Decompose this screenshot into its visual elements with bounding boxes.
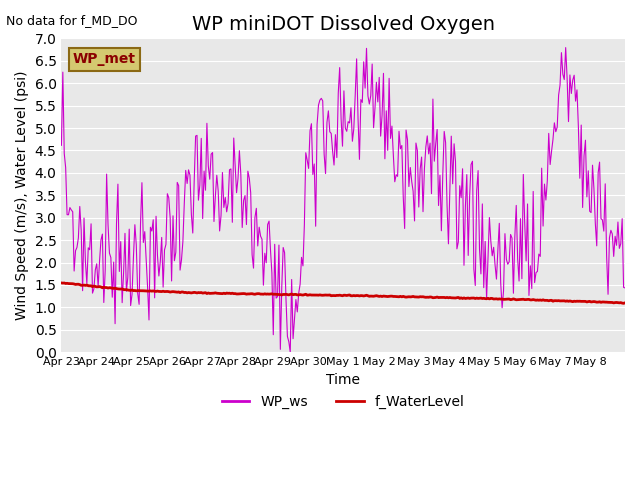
WP_ws — [125, 226, 133, 232]
f_WaterLevel — [621, 300, 629, 306]
f_WaterLevel — [241, 291, 249, 297]
f_WaterLevel — [58, 280, 65, 286]
Line: f_WaterLevel: f_WaterLevel — [61, 283, 625, 303]
WP_ws — [621, 285, 629, 291]
WP_ws — [468, 158, 476, 164]
f_WaterLevel — [125, 288, 133, 293]
Text: WP_met: WP_met — [73, 52, 136, 66]
f_WaterLevel — [281, 291, 289, 297]
WP_ws — [281, 250, 289, 255]
f_WaterLevel — [465, 295, 472, 301]
WP_ws — [58, 143, 65, 148]
Y-axis label: Wind Speed (m/s), Water Level (psi): Wind Speed (m/s), Water Level (psi) — [15, 71, 29, 320]
WP_ws — [286, 349, 294, 355]
WP_ws — [241, 192, 249, 198]
f_WaterLevel — [467, 295, 475, 301]
Line: WP_ws: WP_ws — [61, 48, 625, 352]
X-axis label: Time: Time — [326, 372, 360, 387]
Legend: WP_ws, f_WaterLevel: WP_ws, f_WaterLevel — [216, 389, 470, 414]
Title: WP miniDOT Dissolved Oxygen: WP miniDOT Dissolved Oxygen — [192, 15, 495, 34]
WP_ws — [466, 194, 474, 200]
f_WaterLevel — [412, 294, 420, 300]
Text: No data for f_MD_DO: No data for f_MD_DO — [6, 14, 138, 27]
WP_ws — [562, 45, 570, 50]
WP_ws — [413, 148, 421, 154]
f_WaterLevel — [620, 300, 627, 306]
